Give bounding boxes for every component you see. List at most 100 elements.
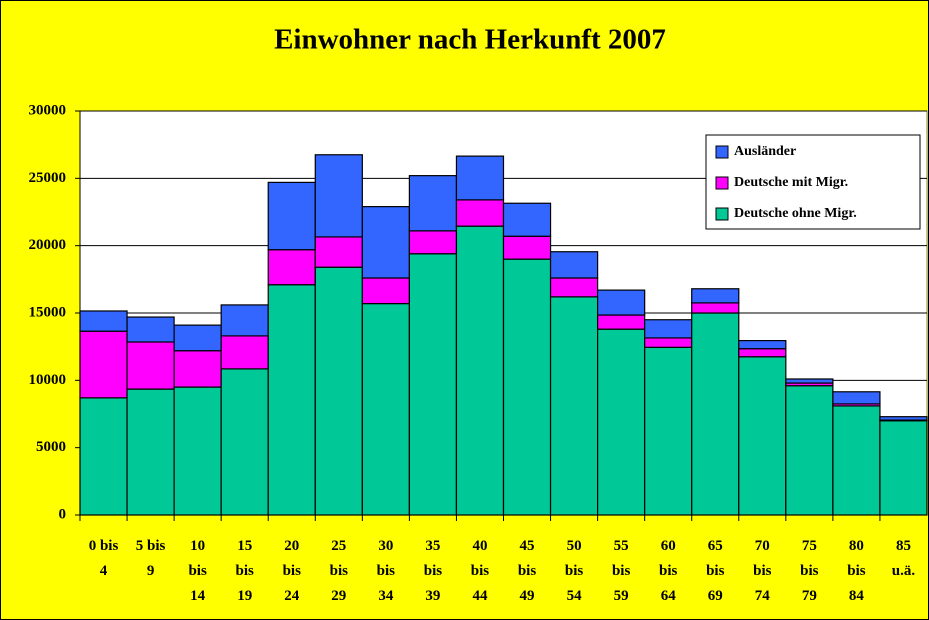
bar-segment [455,225,505,516]
bar-segment [361,277,410,305]
bar-segment [879,420,928,516]
x-tick-line: 55 [614,538,629,554]
x-tick-line: 49 [520,588,535,604]
bar-segment [644,337,693,348]
x-tick-line: 40 [472,538,487,554]
y-tick-label: 0 [59,506,67,522]
bar-segment [738,348,787,358]
bar-segment [549,251,599,279]
bar-segment [597,289,646,316]
x-tick-line: 60 [661,538,676,554]
x-tick-line: 84 [849,588,865,604]
bar-segment [79,397,128,516]
bar-segment [502,258,552,516]
y-tick-label: 5000 [36,439,66,455]
x-tick-label: 55 bis 59 [612,538,631,604]
x-tick-line: 50 [567,538,582,554]
legend-box [705,134,921,230]
bar-segment [738,356,787,516]
x-tick-line: u.ä. [892,563,916,579]
x-tick-line: 9 [147,563,155,579]
x-tick-label: 5 bis 9 [136,538,166,579]
bar-segment [220,304,269,337]
legend-label: Deutsche ohne Migr. [734,206,857,221]
x-tick-line: 79 [802,588,817,604]
x-tick-label: 10 bis 14 [188,538,207,604]
x-tick-label: 60 bis 64 [659,538,678,604]
x-tick-line: 45 [520,538,535,554]
bar-segment [502,202,552,237]
bar-segment [408,253,458,516]
x-tick-line: 85 [896,538,911,554]
x-tick-line: 39 [425,588,440,604]
x-tick-label: 35 bis 39 [424,538,443,604]
legend-swatch [715,145,729,159]
x-tick-line: 54 [567,588,583,604]
y-tick-label: 10000 [29,372,67,388]
x-tick-line: bis [471,563,490,579]
bar-segment [173,350,222,388]
x-tick-line: 75 [802,538,817,554]
x-tick-line: 34 [378,588,394,604]
y-tick-label: 25000 [29,170,67,186]
x-tick-line: 70 [755,538,770,554]
bar-segment [549,296,599,516]
x-tick-line: 30 [378,538,393,554]
x-tick-label: 15 bis 19 [236,538,255,604]
x-tick-line: 10 [190,538,205,554]
bar-segment [126,341,175,390]
bar-segment [361,206,410,279]
bar-segment [644,346,693,516]
x-tick-label: 45 bis 49 [518,538,537,604]
bar-segment [832,405,881,516]
x-tick-line: 0 bis [89,538,119,554]
bar-segment [832,391,881,405]
bar-segment [644,319,693,339]
x-tick-line: 65 [708,538,723,554]
x-tick-line: bis [847,563,866,579]
x-tick-line: 74 [755,588,771,604]
legend-swatch [715,176,729,190]
x-tick-label: 65 bis 69 [706,538,725,604]
x-tick-line: bis [518,563,537,579]
bar-segment [549,277,599,298]
x-tick-line: 5 bis [136,538,166,554]
x-tick-label: 50 bis 54 [565,538,584,604]
x-tick-line: bis [377,563,396,579]
x-tick-line: 35 [425,538,440,554]
x-tick-line: bis [659,563,678,579]
y-tick-label: 30000 [29,102,67,118]
legend-label: Ausländer [734,144,796,159]
x-tick-line: bis [236,563,255,579]
bar-segment [879,416,928,421]
legend-label: Deutsche mit Migr. [734,175,848,190]
x-tick-line: 44 [472,588,488,604]
bar-segment [267,249,316,286]
x-tick-label: 85 u.ä. [892,538,916,579]
x-tick-label: 75 bis 79 [800,538,819,604]
y-tick-label: 20000 [29,237,67,253]
bar-segment [267,284,316,516]
x-tick-line: 80 [849,538,864,554]
x-tick-line: bis [753,563,772,579]
x-tick-line: 14 [190,588,206,604]
y-tick-label: 15000 [29,304,67,320]
x-tick-line: 20 [284,538,299,554]
legend-swatch [715,207,729,221]
bar-segment [314,266,363,516]
bar-segment [79,330,128,399]
x-tick-line: bis [706,563,725,579]
bar-segment [408,175,458,232]
bar-segment [785,385,834,516]
bar-segment [455,199,505,227]
x-tick-line: bis [565,563,584,579]
x-tick-line: 19 [237,588,252,604]
x-tick-line: 15 [237,538,252,554]
x-tick-line: bis [283,563,302,579]
bar-segment [408,230,458,255]
x-tick-line: 24 [284,588,300,604]
bar-segment [314,236,363,268]
bar-segment [126,388,175,516]
bar-segment [785,378,834,384]
bar-segment [691,302,740,314]
